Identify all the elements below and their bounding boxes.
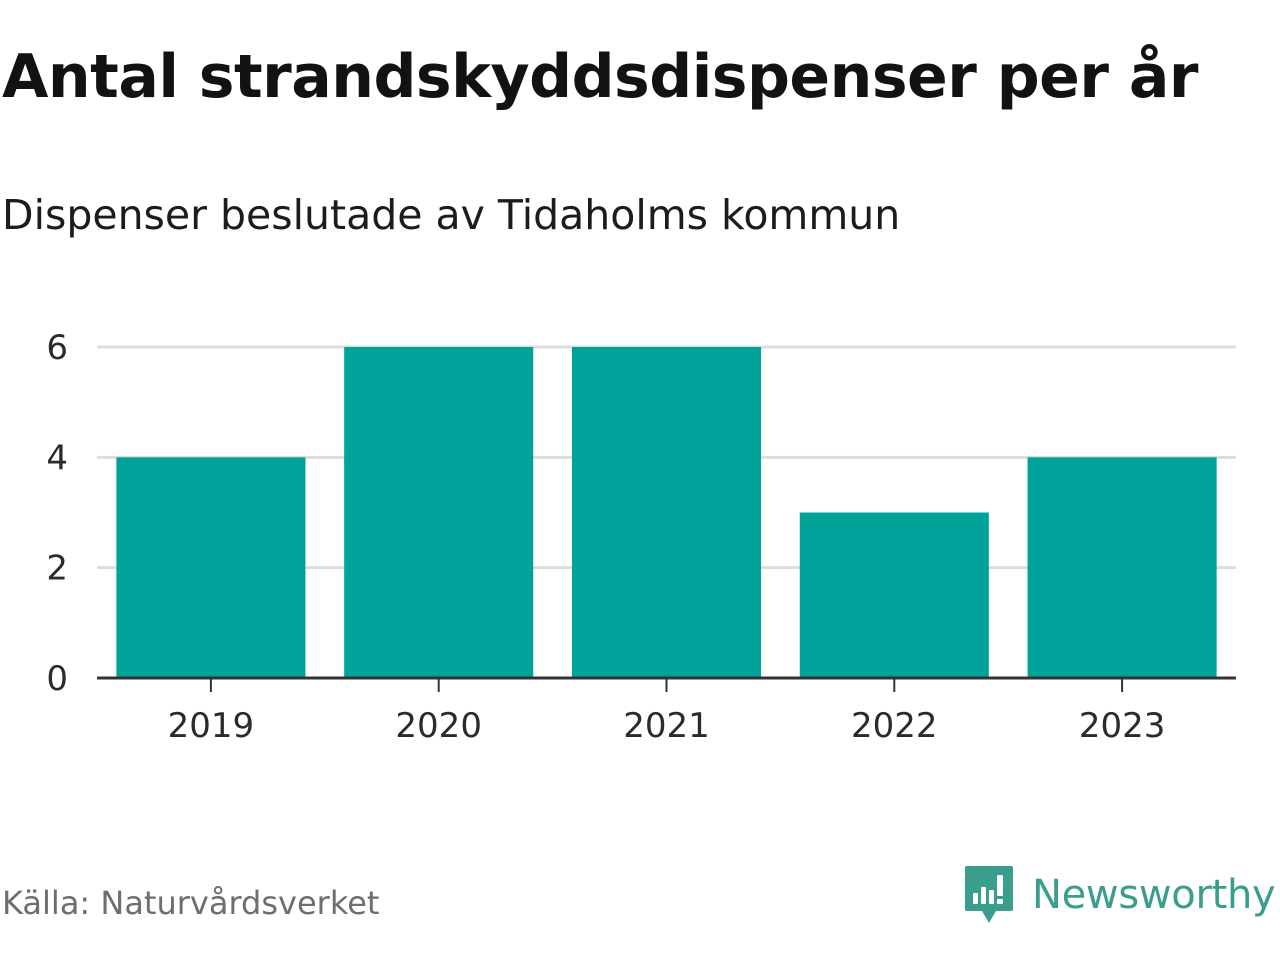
x-tick-label: 2023 [1079,706,1166,746]
x-tick-label: 2020 [395,706,482,746]
y-tick-label: 0 [46,659,68,699]
bar-2022 [799,512,989,678]
y-tick-label: 4 [46,438,68,478]
y-tick-label: 2 [46,549,68,589]
bar-2019 [116,457,306,678]
brand-name: Newsworthy [1032,872,1276,918]
x-tick-label: 2022 [851,706,938,746]
y-tick-label: 6 [46,328,68,368]
chart-subtitle: Dispenser beslutade av Tidaholms kommun [2,191,901,239]
x-tick-label: 2021 [623,706,710,746]
bar-2023 [1027,457,1217,678]
x-tick-label: 2019 [168,706,255,746]
newsworthy-logo-icon [965,866,1013,923]
bar-2021 [571,347,762,678]
bar-2020 [344,347,534,678]
brand: Newsworthy [964,864,1276,926]
source-note: Källa: Naturvårdsverket [2,884,380,922]
chart-title: Antal strandskyddsdispenser per år [2,42,1198,112]
